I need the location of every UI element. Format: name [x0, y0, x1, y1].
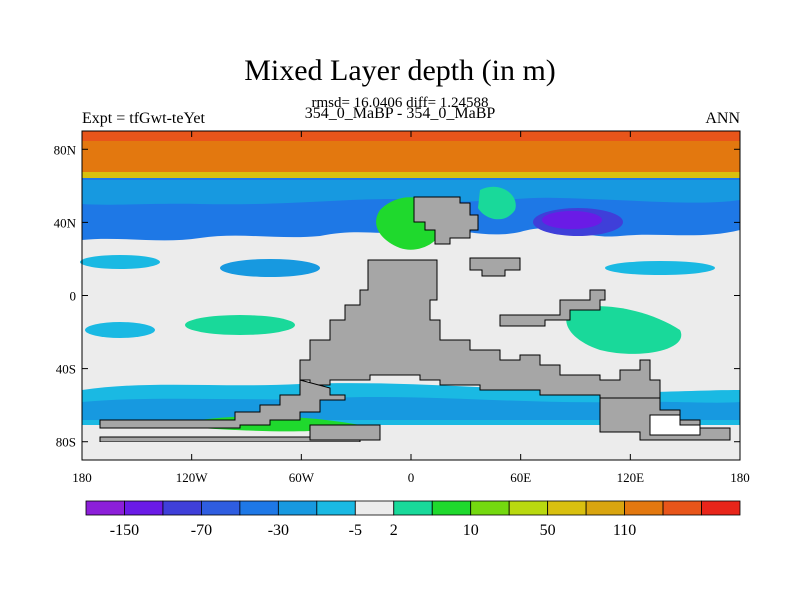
- deep-anomaly-inner: [542, 211, 602, 229]
- x-tick-label: 60E: [510, 470, 531, 485]
- south-tropic-green: [185, 315, 295, 335]
- y-tick-label: 80N: [54, 142, 77, 157]
- colorbar-label: 10: [463, 522, 479, 539]
- colorbar-swatch: [662, 500, 702, 516]
- tropic-band-2: [80, 255, 160, 269]
- x-tick-label: 180: [72, 470, 92, 485]
- colorbar-label: -5: [349, 522, 362, 539]
- axis-ticks: 180 120W 60W 0 60E 120E 180 80N 40N 0 40S 80S: [54, 131, 750, 485]
- colorbar-swatch: [585, 500, 625, 516]
- x-tick-label: 120W: [176, 470, 209, 485]
- y-tick-label: 0: [70, 289, 77, 304]
- colorbar-swatch: [547, 500, 587, 516]
- season-label: ANN: [705, 110, 740, 127]
- south-east-white: [649, 414, 701, 436]
- colorbar-swatch: [393, 500, 433, 516]
- indian-ocean-green: [566, 306, 682, 354]
- colorbar-swatch: [624, 500, 664, 516]
- colorbar-label: 50: [540, 522, 556, 539]
- colorbar-label: 2: [390, 522, 398, 539]
- colorbar-swatch: [431, 500, 472, 516]
- colorbar-swatch: [162, 500, 202, 516]
- eastern-peninsula: [499, 289, 606, 327]
- northern-continent: [413, 196, 479, 245]
- experiment-label: Expt = tfGwt-teYet: [82, 110, 205, 127]
- small-island: [469, 257, 521, 277]
- colorbar-label: -30: [268, 522, 289, 539]
- tropic-band-3: [605, 261, 715, 275]
- colorbar-swatch: [508, 500, 549, 516]
- x-tick-label: 0: [408, 470, 415, 485]
- chart-case: 354_0_MaBP - 354_0_MaBP: [304, 105, 496, 122]
- colorbar-swatch: [201, 500, 241, 516]
- x-tick-label: 180: [730, 470, 750, 485]
- south-tropic-cyan: [85, 322, 155, 338]
- colorbar: -150 -70 -30 -5 2 10 50 110: [85, 500, 741, 539]
- tropic-band-1: [220, 259, 320, 277]
- colorbar-label: 110: [613, 522, 636, 539]
- colorbar-swatch: [470, 500, 510, 516]
- colorbar-swatch: [701, 500, 741, 516]
- y-tick-label: 80S: [56, 435, 76, 450]
- colorbar-swatch: [239, 500, 279, 516]
- x-tick-label: 120E: [617, 470, 645, 485]
- arctic-transition: [82, 172, 740, 178]
- colorbar-swatch: [124, 500, 164, 516]
- colorbar-swatch: [354, 500, 395, 516]
- green-patch-2: [478, 186, 516, 220]
- colorbar-swatch: [85, 500, 125, 516]
- colorbar-swatch: [316, 500, 356, 516]
- chart-stats: rmsd= 16.0406 diff= 1.24588: [311, 95, 489, 111]
- colorbar-swatch: [277, 500, 318, 516]
- colorbar-label: -150: [110, 522, 139, 539]
- colorbar-label: -70: [191, 522, 212, 539]
- southern-arm-west: [99, 379, 346, 429]
- north-cyan-band: [82, 180, 740, 205]
- south-block: [309, 424, 381, 441]
- x-tick-label: 60W: [289, 470, 315, 485]
- y-tick-label: 40N: [54, 215, 77, 230]
- y-tick-label: 40S: [56, 362, 76, 377]
- map-field: [80, 131, 740, 460]
- chart-title: Mixed Layer depth (in m): [244, 54, 556, 87]
- south-polar-strip: [82, 442, 740, 460]
